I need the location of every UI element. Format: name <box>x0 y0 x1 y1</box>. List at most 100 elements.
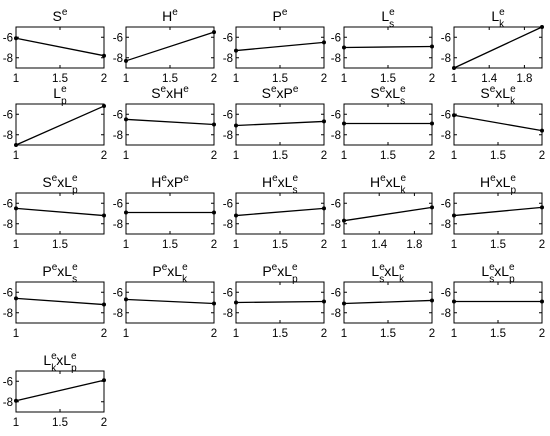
x-tick-label: 2 <box>539 150 545 162</box>
panel-title: Les​ <box>381 7 395 30</box>
y-tick-label: -6 <box>3 109 13 121</box>
data-point <box>102 213 106 218</box>
data-point <box>452 299 456 304</box>
y-tick-label: -6 <box>441 198 451 210</box>
y-tick-label: -6 <box>331 32 341 44</box>
y-tick-label: -8 <box>331 219 341 231</box>
x-tick-label: 1 <box>233 239 239 251</box>
data-point <box>322 206 326 211</box>
panel-7: Se​xHe​ -6 -81 2 <box>113 84 217 162</box>
series-line <box>235 300 325 304</box>
y-tick-label: -6 <box>223 287 233 299</box>
x-tick-label: 1 <box>13 150 19 162</box>
panel-title: Lek​ <box>491 7 505 30</box>
x-tick-label: 1.5 <box>272 150 288 162</box>
data-point <box>14 143 18 147</box>
y-tick-label: -6 <box>223 32 233 44</box>
panel-1: Se​ -6 -81 1.5 2 <box>3 7 107 85</box>
panel-title: Se​xPe​ <box>262 84 299 101</box>
data-point <box>124 117 128 122</box>
x-tick-label: 1.8 <box>516 73 532 85</box>
axes-box <box>125 103 215 146</box>
y-tick-label: -8 <box>441 130 451 142</box>
x-tick-label: 1.4 <box>481 73 498 85</box>
data-point <box>234 123 238 128</box>
series-line <box>15 379 105 402</box>
series-line <box>453 206 543 217</box>
data-point <box>452 66 456 70</box>
y-tick-label: -8 <box>3 53 13 65</box>
series-line <box>343 299 433 305</box>
x-tick-label: 2 <box>211 73 217 85</box>
data-point <box>102 104 106 109</box>
data-point <box>540 128 544 133</box>
data-point <box>212 122 216 127</box>
x-tick-label: 2 <box>429 73 435 85</box>
x-tick-label: 1 <box>123 150 129 162</box>
panel-title: He​xPe​ <box>151 173 189 190</box>
x-tick-label: 2 <box>539 239 545 251</box>
y-tick-label: -8 <box>3 397 13 409</box>
axes-box <box>15 103 105 146</box>
y-tick-label: -6 <box>113 287 123 299</box>
panel-4: Les​ -6 -81 1.5 2 <box>331 7 435 85</box>
panel-title: He​ <box>162 7 178 24</box>
axes-box <box>235 192 325 235</box>
series-line <box>343 45 433 49</box>
panel-title: Lep​ <box>53 84 67 107</box>
x-tick-label: 2 <box>429 328 435 340</box>
x-tick-label: 1 <box>13 417 19 429</box>
axes-box <box>15 370 105 413</box>
series-line <box>15 105 105 146</box>
y-tick-label: -8 <box>331 130 341 142</box>
data-point <box>102 378 106 383</box>
data-point <box>322 299 326 304</box>
x-tick-label: 1 <box>123 328 129 340</box>
x-tick-label: 2 <box>101 417 107 429</box>
x-tick-label: 1.8 <box>406 239 422 251</box>
series-line <box>235 41 325 52</box>
x-tick-label: 1.5 <box>272 239 288 251</box>
panel-6: Lep​ -6 -81 2 <box>3 84 107 162</box>
data-point <box>540 25 544 29</box>
x-tick-label: 1.5 <box>490 150 506 162</box>
panel-3: Pe​ -6 -81 1.5 2 <box>223 7 327 85</box>
data-point <box>14 296 18 301</box>
x-tick-label: 2 <box>429 150 435 162</box>
y-tick-label: -8 <box>113 53 123 65</box>
data-point <box>342 121 346 126</box>
data-point <box>322 40 326 45</box>
axes-box <box>235 26 325 69</box>
x-tick-label: 1 <box>233 328 239 340</box>
y-tick-label: -8 <box>3 130 13 142</box>
axes-box <box>343 103 433 146</box>
y-tick-label: -6 <box>3 32 13 44</box>
axes-box <box>125 192 215 235</box>
panel-12: He​xPe​ -6 -81 1.5 2 <box>113 173 217 251</box>
series-line <box>453 114 543 132</box>
y-tick-label: -6 <box>331 287 341 299</box>
axes-box <box>15 281 105 324</box>
data-point <box>124 297 128 302</box>
data-point <box>102 302 106 307</box>
panel-title: Se​xHe​ <box>151 84 189 101</box>
data-point <box>430 44 434 49</box>
y-tick-label: -8 <box>113 219 123 231</box>
data-point <box>234 300 238 305</box>
x-tick-label: 1 <box>341 328 347 340</box>
x-tick-label: 1.5 <box>52 239 68 251</box>
y-tick-label: -8 <box>223 53 233 65</box>
data-point <box>452 213 456 218</box>
